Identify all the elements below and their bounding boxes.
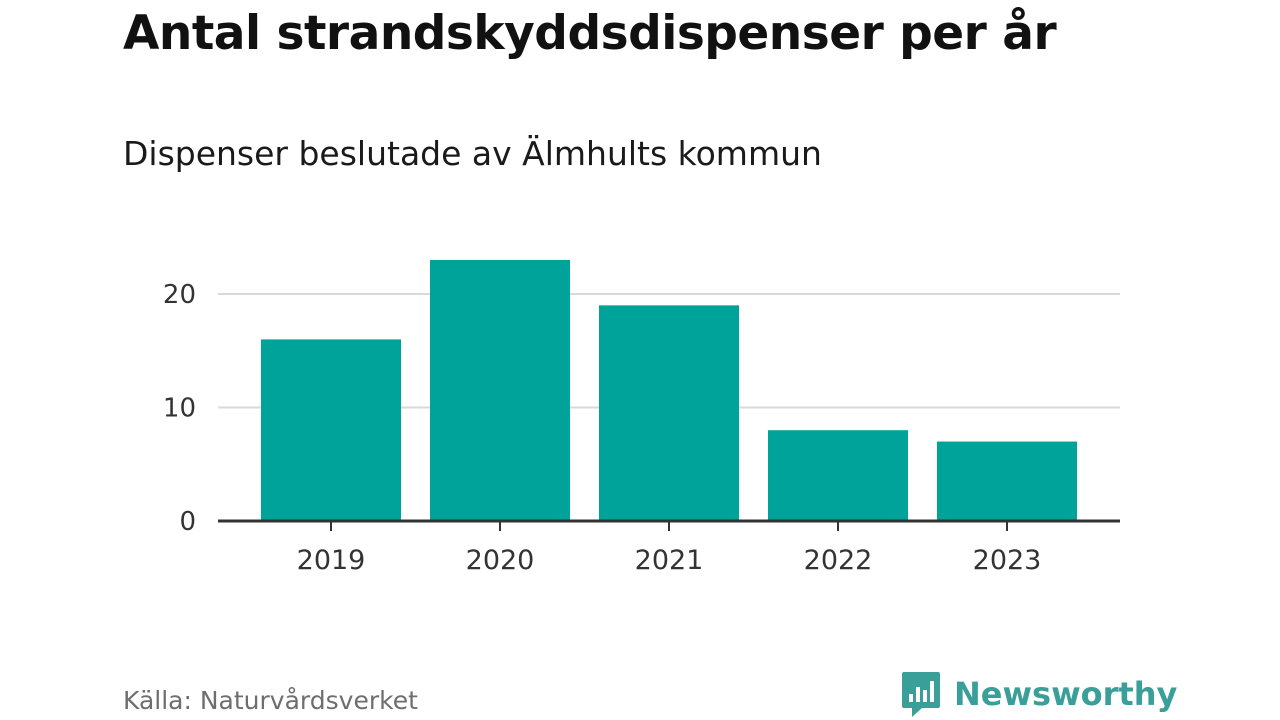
y-tick-label: 0 — [179, 507, 196, 537]
newsworthy-logo-icon — [902, 672, 940, 717]
bar-2022 — [768, 430, 908, 521]
bar-2019 — [261, 339, 401, 521]
x-tick-label: 2022 — [804, 545, 873, 576]
brand-logo: Newsworthy — [900, 670, 1177, 718]
brand-name: Newsworthy — [954, 675, 1178, 713]
x-tick-label: 2019 — [297, 545, 366, 576]
x-tick-label: 2020 — [466, 545, 535, 576]
axes — [218, 519, 1120, 531]
y-tick-label: 10 — [163, 394, 196, 424]
x-tick-label: 2023 — [973, 545, 1042, 576]
bars — [261, 259, 1077, 521]
source-note: Källa: Naturvårdsverket — [123, 686, 418, 715]
x-tick-label: 2021 — [635, 545, 704, 576]
y-tick-label: 20 — [163, 280, 196, 310]
tick-labels: 0 10 20 2019 2020 2021 2022 2023 — [163, 280, 1041, 576]
bar-2020 — [430, 259, 570, 521]
chart-title: Antal strandskyddsdispenser per år — [123, 6, 1057, 61]
bar-2021 — [599, 305, 739, 521]
bar-2023 — [937, 441, 1077, 521]
chart-subtitle: Dispenser beslutade av Älmhults kommun — [123, 134, 822, 173]
